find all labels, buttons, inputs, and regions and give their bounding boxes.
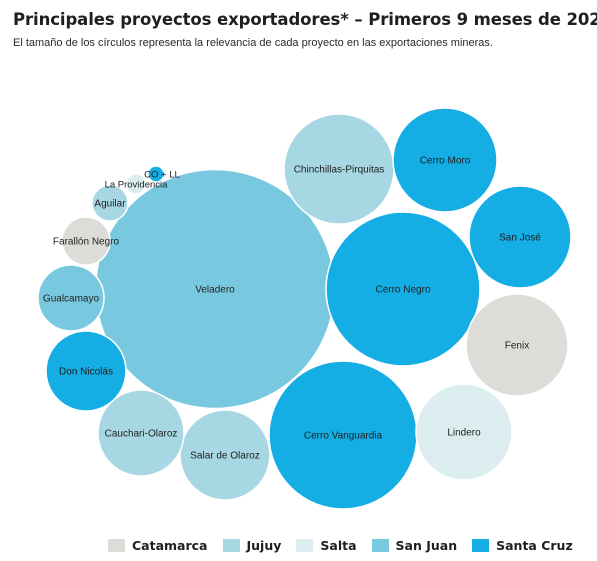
bubble-label-co-ll: CO + LL <box>144 170 180 181</box>
bubble-farallon-negro <box>61 216 111 266</box>
bubble-label-la-providencia: La Providencia <box>105 180 169 191</box>
chart-title: Principales proyectos exportadores* – Pr… <box>13 10 597 29</box>
bubble-label-san-jose: San José <box>499 233 541 244</box>
bubble-cerro-negro <box>325 211 481 367</box>
legend-label: Salta <box>320 537 357 553</box>
bubble-label-cerro-negro: Cerro Negro <box>375 285 430 296</box>
bubble-label-aguilar: Aguilar <box>94 199 126 210</box>
bubble-label-fenix: Fenix <box>505 341 529 352</box>
legend-item-san-juan: San Juan <box>371 537 458 553</box>
legend-swatch <box>222 538 240 552</box>
legend-label: San Juan <box>395 537 458 553</box>
bubble-gualcamayo <box>37 264 105 332</box>
bubble-lindero <box>415 383 513 481</box>
bubble-cerro-moro <box>392 107 498 213</box>
bubble-fenix <box>465 293 569 397</box>
bubble-label-lindero: Lindero <box>447 428 481 439</box>
bubble-label-veladero: Veladero <box>195 285 235 296</box>
bubble-label-chinchillas-pirquitas: Chinchillas-Pirquitas <box>294 165 385 176</box>
legend-item-santa-cruz: Santa Cruz <box>472 538 573 553</box>
bubble-label-cerro-vanguardia: Cerro Vanguardia <box>304 431 383 442</box>
legend: Catamarca Jujuy Salta San Juan Santa Cruz <box>108 536 588 554</box>
legend-label: Jujuy <box>246 537 282 553</box>
bubble-la-providencia <box>125 173 147 195</box>
chart-subtitle: El tamaño de los círculos representa la … <box>13 37 493 49</box>
bubble-co-ll <box>147 165 165 183</box>
legend-item-salta: Salta <box>296 537 357 553</box>
bubble-label-cerro-moro: Cerro Moro <box>420 156 471 167</box>
bubble-san-jose <box>468 185 572 289</box>
bubble-label-gualcamayo: Gualcamayo <box>43 294 100 305</box>
bubble-aguilar <box>91 184 129 222</box>
bubble-label-farallon-negro: Farallón Negro <box>53 237 120 248</box>
bubble-label-don-nicolas: Don Nicolás <box>59 367 113 378</box>
bubble-chart: Veladero Cerro Negro Cerro Vanguardia Chinc… <box>37 107 572 510</box>
bubble-cauchari-olaroz <box>97 389 185 477</box>
legend-label: Santa Cruz <box>496 537 573 553</box>
legend-swatch <box>296 538 314 552</box>
legend-swatch <box>108 538 125 552</box>
legend-item-catamarca: Catamarca <box>108 538 208 553</box>
legend-swatch <box>371 538 389 552</box>
bubble-don-nicolas <box>45 330 127 412</box>
legend-item-jujuy: Jujuy <box>222 537 282 553</box>
bubble-label-salar-de-olaroz: Salar de Olaroz <box>190 451 259 462</box>
legend-swatch <box>472 538 490 552</box>
legend-label: Catamarca <box>132 537 208 553</box>
bubble-salar-de-olaroz <box>179 409 271 501</box>
bubble-label-cauchari-olaroz: Cauchari-Olaroz <box>105 429 178 440</box>
